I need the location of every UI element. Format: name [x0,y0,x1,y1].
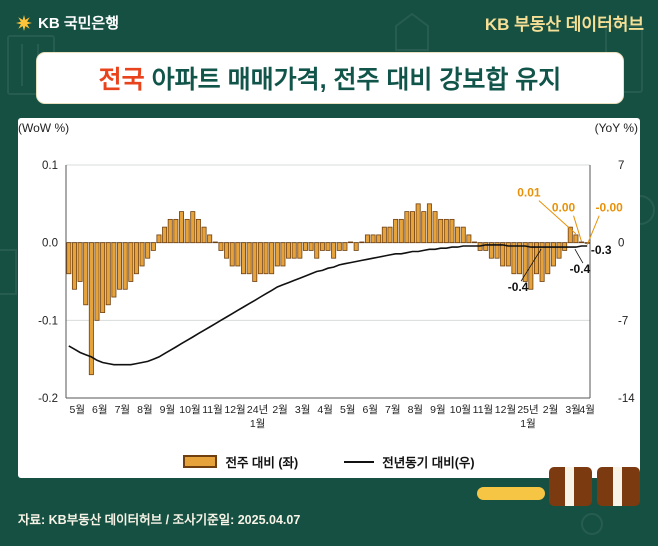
svg-text:3월: 3월 [295,404,311,416]
legend-label-line: 전년동기 대비(우) [382,456,475,470]
svg-text:10월: 10월 [450,404,471,416]
svg-text:0.0: 0.0 [42,238,58,250]
decor-coin-icon [581,513,603,535]
title-highlight: 전국 [98,66,145,94]
svg-text:4월: 4월 [579,404,595,416]
svg-text:11월: 11월 [473,404,494,416]
chart-panel: (WoW %) (YoY %) 0.1 0.0 -0.1 -0.2 7 0 -7 -14 5월 6월 7… [18,118,640,478]
svg-text:6월: 6월 [363,404,379,416]
svg-text:3월: 3월 [565,404,581,416]
decor-brown-block-right [597,467,640,506]
decor-brown-block-left [549,467,592,506]
svg-text:2월: 2월 [543,404,559,416]
svg-text:-0.2: -0.2 [38,393,58,405]
svg-text:9월: 9월 [430,404,446,416]
axis-labels: (WoW %) (YoY %) 0.1 0.0 -0.1 -0.2 7 0 -7 -14 5월 6월 7… [18,121,638,430]
source-note: 자료: KB부동산 데이터허브 / 조사기준일: 2025.04.07 [18,513,301,527]
svg-text:1월: 1월 [250,418,266,430]
decor-edge-block-icon [0,249,17,295]
bar-series-swatch [183,455,218,468]
title-rest: 아파트 매매가격, 전주 대비 강보합 유지 [144,66,562,94]
svg-text:-0.3: -0.3 [591,243,612,257]
svg-text:10월: 10월 [179,404,200,416]
line-series [68,244,588,366]
chart-title-banner: 전국 아파트 매매가격, 전주 대비 강보합 유지 [36,52,624,104]
legend-item-line: 전년동기 대비(우) [344,452,475,471]
svg-text:(YoY %): (YoY %) [595,121,638,135]
svg-text:8월: 8월 [408,404,424,416]
svg-text:0.01: 0.01 [517,186,541,200]
legend-item-bar: 전주 대비 (좌) [183,452,298,471]
svg-text:-14: -14 [618,393,635,405]
kb-bank-name: KB 국민은행 [38,15,120,32]
chart-legend: 전주 대비 (좌) 전년동기 대비(우) [18,452,640,471]
svg-text:5월: 5월 [340,404,356,416]
svg-text:0.00: 0.00 [552,201,576,215]
svg-text:1월: 1월 [520,418,536,430]
svg-text:-0.00: -0.00 [596,201,624,215]
line-series-swatch [344,460,375,463]
svg-text:2월: 2월 [272,404,288,416]
svg-text:12월: 12월 [495,404,516,416]
svg-text:11월: 11월 [202,404,223,416]
svg-text:-7: -7 [618,315,628,327]
svg-text:7월: 7월 [385,404,401,416]
kb-datahub-brand: KB 부동산 데이터허브 [484,15,644,34]
svg-text:7: 7 [618,160,624,172]
svg-text:(WoW %): (WoW %) [18,121,69,135]
svg-text:0.1: 0.1 [42,160,58,172]
svg-text:7월: 7월 [115,404,131,416]
decor-house-icon [395,12,429,51]
kb-star-icon [16,14,32,31]
legend-label-bar: 전주 대비 (좌) [225,456,299,470]
price-chart: (WoW %) (YoY %) 0.1 0.0 -0.1 -0.2 7 0 -7 -14 5월 6월 7… [18,121,638,430]
svg-text:24년: 24년 [247,404,268,416]
svg-text:4월: 4월 [317,404,333,416]
svg-text:12월: 12월 [224,404,245,416]
svg-text:-0.1: -0.1 [38,315,58,327]
svg-text:-0.4: -0.4 [570,262,591,276]
svg-text:-0.4: -0.4 [508,280,529,294]
kb-bank-logo: KB 국민은행 [16,12,119,33]
header: KB 국민은행 KB 부동산 데이터허브 [16,10,644,35]
svg-text:8월: 8월 [137,404,153,416]
annotations: 0.010.00 -0.00-0.4-0.4-0.3 [508,186,623,294]
svg-text:6월: 6월 [92,404,108,416]
decor-yellow-bar [477,487,545,500]
svg-text:9월: 9월 [160,404,176,416]
svg-text:25년: 25년 [517,404,538,416]
svg-text:5월: 5월 [70,404,86,416]
svg-text:0: 0 [618,238,624,250]
